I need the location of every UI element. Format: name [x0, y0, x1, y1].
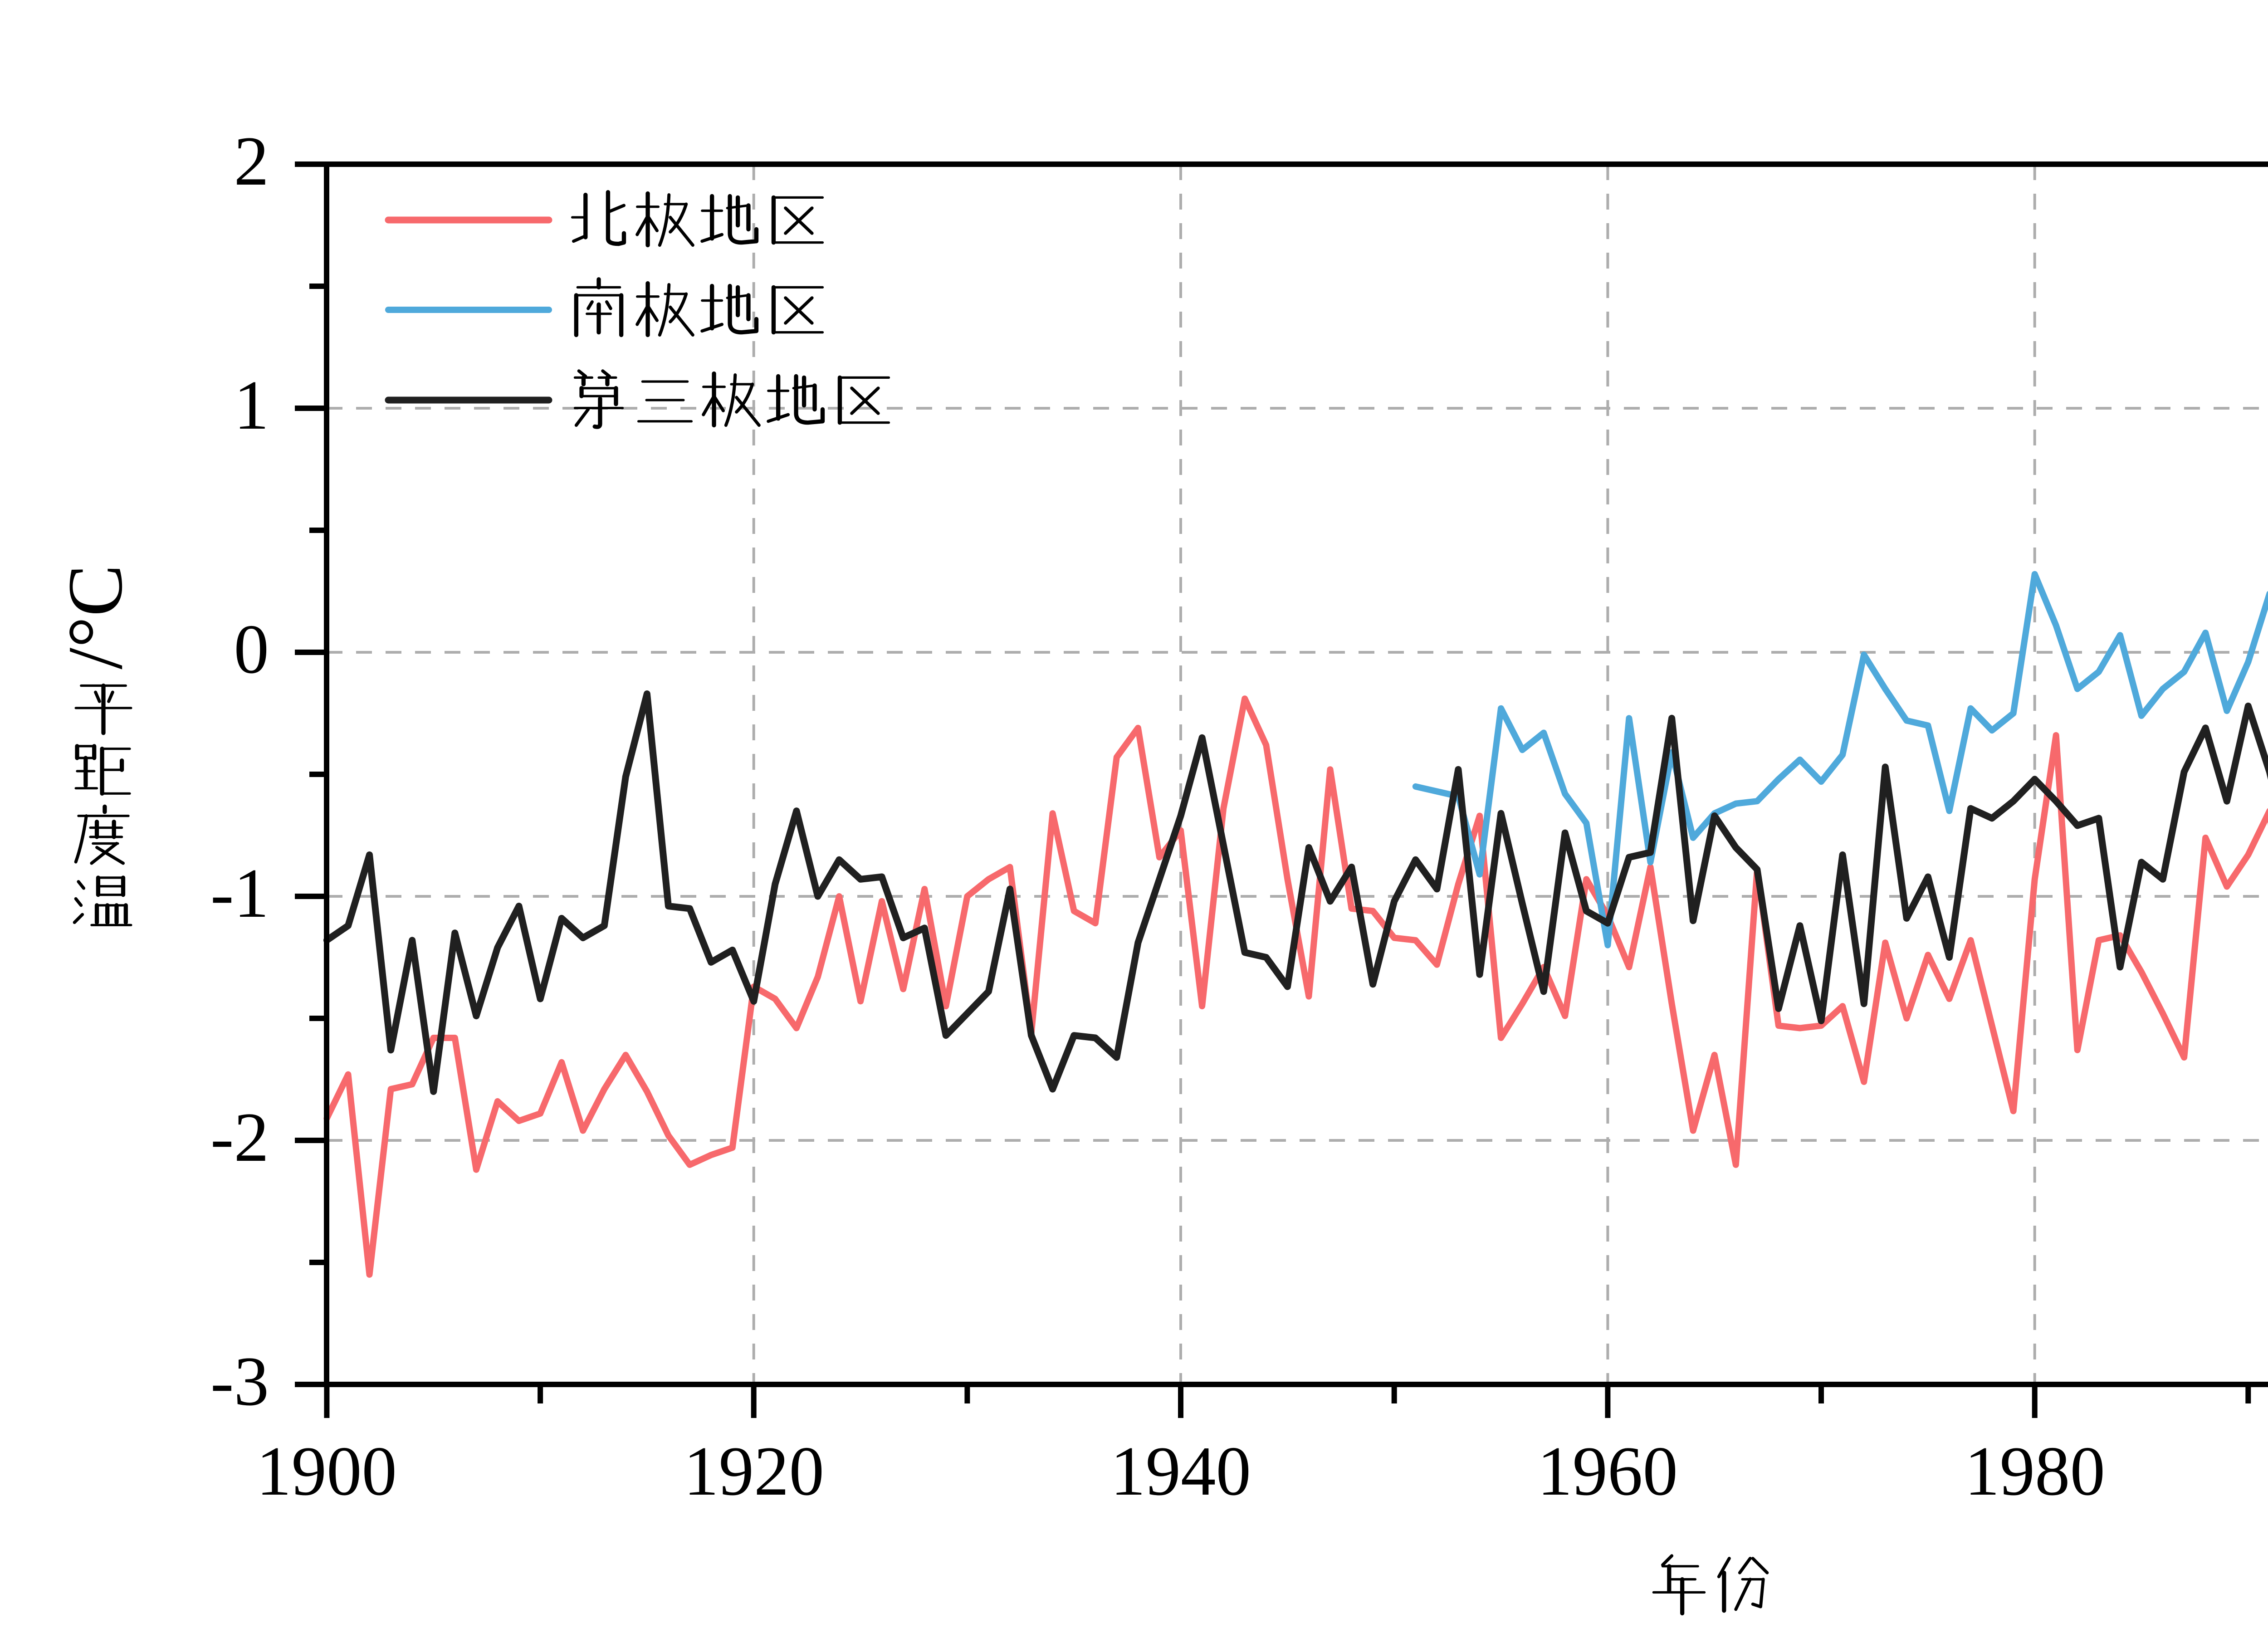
svg-text:-3: -3 [210, 1342, 269, 1420]
svg-text:-1: -1 [210, 854, 269, 932]
svg-text:1: 1 [234, 366, 269, 444]
svg-text:1920: 1920 [684, 1432, 824, 1510]
svg-text:0: 0 [234, 610, 269, 688]
svg-text:1980: 1980 [1965, 1432, 2105, 1510]
svg-text:1960: 1960 [1537, 1432, 1678, 1510]
svg-text:2: 2 [234, 122, 269, 200]
svg-text:/°C: /°C [52, 564, 138, 669]
svg-text:1940: 1940 [1110, 1432, 1251, 1510]
svg-text:1900: 1900 [256, 1432, 397, 1510]
svg-text:-2: -2 [210, 1098, 269, 1176]
